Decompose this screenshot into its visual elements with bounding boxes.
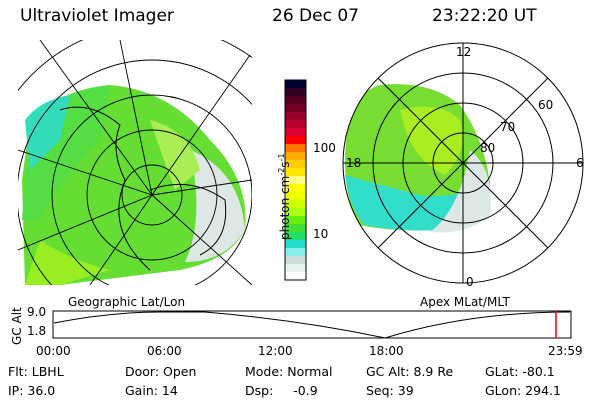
altitude-ytick-min: 1.8 (27, 324, 47, 338)
door-info: Door: Open (125, 364, 197, 379)
xtick-1200: 12:00 (258, 344, 293, 358)
colorbar-band (285, 200, 306, 209)
mlt-12-label: 12 (456, 45, 472, 59)
polar-grid (342, 42, 584, 284)
ip-info: IP: 36.0 (8, 383, 56, 398)
gain-info: Gain: 14 (125, 383, 178, 398)
geographic-map (18, 40, 252, 285)
colorbar-band (285, 184, 306, 193)
altitude-plot-frame (52, 310, 572, 339)
mlat-60-label: 60 (538, 98, 554, 112)
colorbar-band (285, 264, 306, 273)
colorbar-band (285, 256, 306, 265)
xtick-2359: 23:59 (548, 344, 583, 358)
colorbar-band (285, 80, 306, 89)
altitude-ylabel: GC Alt (10, 307, 24, 345)
mlt-0-label: 0 (466, 275, 474, 289)
colorbar-band (285, 96, 306, 105)
magnetic-polar-plot (345, 84, 491, 233)
colorbar-band (285, 152, 306, 161)
mlt-6-label: 6 (576, 156, 584, 170)
altitude-ytick-max: 9.0 (27, 305, 47, 319)
colorbar-band (285, 216, 306, 225)
colorbar-band (285, 144, 306, 153)
mode-info: Mode: Normal (245, 364, 333, 379)
colorbar-band (285, 88, 306, 97)
filter-info: Flt: LBHL (8, 364, 64, 379)
colorbar-band (285, 136, 306, 145)
gc-alt-info: GC Alt: 8.9 Re (366, 364, 454, 379)
colorbar-tick-100: 100 (313, 141, 336, 155)
colorbar-label: photon cm-2s-1 (277, 153, 292, 240)
colorbar-band (285, 240, 306, 249)
colorbar (285, 80, 306, 281)
colorbar-band (285, 208, 306, 217)
glat-info: GLat: -80.1 (485, 364, 555, 379)
colorbar-band (285, 112, 306, 121)
date-label: 26 Dec 07 (272, 6, 359, 26)
xtick-0000: 00:00 (36, 344, 71, 358)
colorbar-band (285, 272, 306, 281)
colorbar-band (285, 248, 306, 257)
mlt-18-label: 18 (346, 156, 362, 170)
colorbar-band (285, 104, 306, 113)
colorbar-band (285, 120, 306, 129)
altitude-curve (53, 311, 571, 339)
geographic-label: Geographic Lat/Lon (68, 295, 186, 309)
instrument-title: Ultraviolet Imager (20, 6, 174, 26)
colorbar-band (285, 192, 306, 201)
colorbar-band (285, 224, 306, 233)
seq-info: Seq: 39 (366, 383, 414, 398)
colorbar-band (285, 168, 306, 177)
glon-info: GLon: 294.1 (485, 383, 561, 398)
mlat-70-label: 70 (500, 120, 516, 134)
mlat-80-label: 80 (480, 141, 496, 155)
colorbar-band (285, 176, 306, 185)
colorbar-band (285, 160, 306, 169)
apex-label: Apex MLat/MLT (420, 295, 510, 309)
colorbar-band (285, 128, 306, 137)
time-label: 23:22:20 UT (432, 6, 537, 26)
dsp-info: Dsp: -0.9 (245, 383, 318, 398)
xtick-0600: 06:00 (147, 344, 182, 358)
xtick-1800: 18:00 (369, 344, 404, 358)
colorbar-tick-10: 10 (313, 227, 329, 241)
colorbar-band (285, 232, 306, 241)
